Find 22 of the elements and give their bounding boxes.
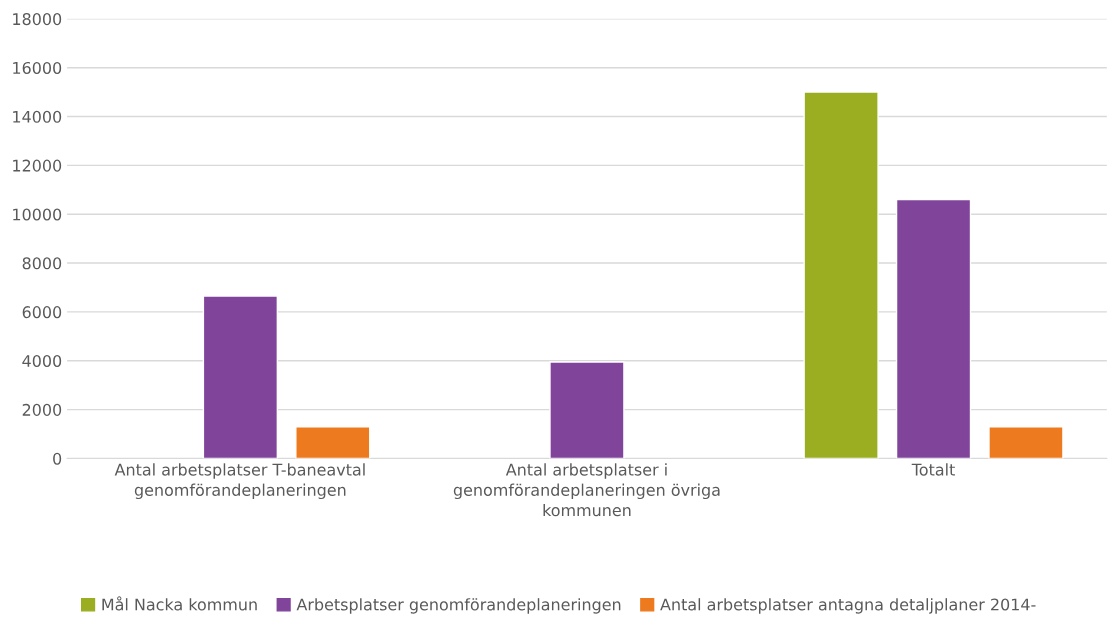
bar [988, 425, 1064, 459]
y-tick-label: 6000 [22, 306, 62, 319]
x-tick-label: Antal arbetsplatser i genomförandeplaneringen övriga kommunen [453, 463, 720, 517]
bar [549, 361, 625, 459]
x-tick-label: Totalt [911, 463, 955, 476]
y-tick-label: 10000 [13, 208, 62, 221]
legend-label: Mål Nacka kommun [102, 596, 257, 611]
y-tick-label: 14000 [13, 110, 62, 123]
bar [895, 198, 972, 459]
bar [202, 295, 279, 459]
legend-label: Antal arbetsplatser antagna detaljplaner 2014- [660, 598, 1036, 614]
y-tick-label: 4000 [22, 354, 62, 368]
legend-label: Arbetsplatser genomförandeplaneringen [296, 598, 621, 614]
y-tick-label: 16000 [13, 61, 62, 74]
y-tick-label: 0 [53, 452, 62, 465]
x-tick-label: Antal arbetsplatser T-baneavtal genomförandeplaneringen [114, 463, 365, 500]
bar [803, 91, 879, 459]
y-tick-label: 12000 [13, 159, 62, 172]
bar [295, 425, 371, 459]
y-tick-label: 18000 [13, 13, 62, 26]
y-tick-label: 8000 [22, 257, 62, 270]
y-tick-label: 2000 [22, 403, 62, 416]
